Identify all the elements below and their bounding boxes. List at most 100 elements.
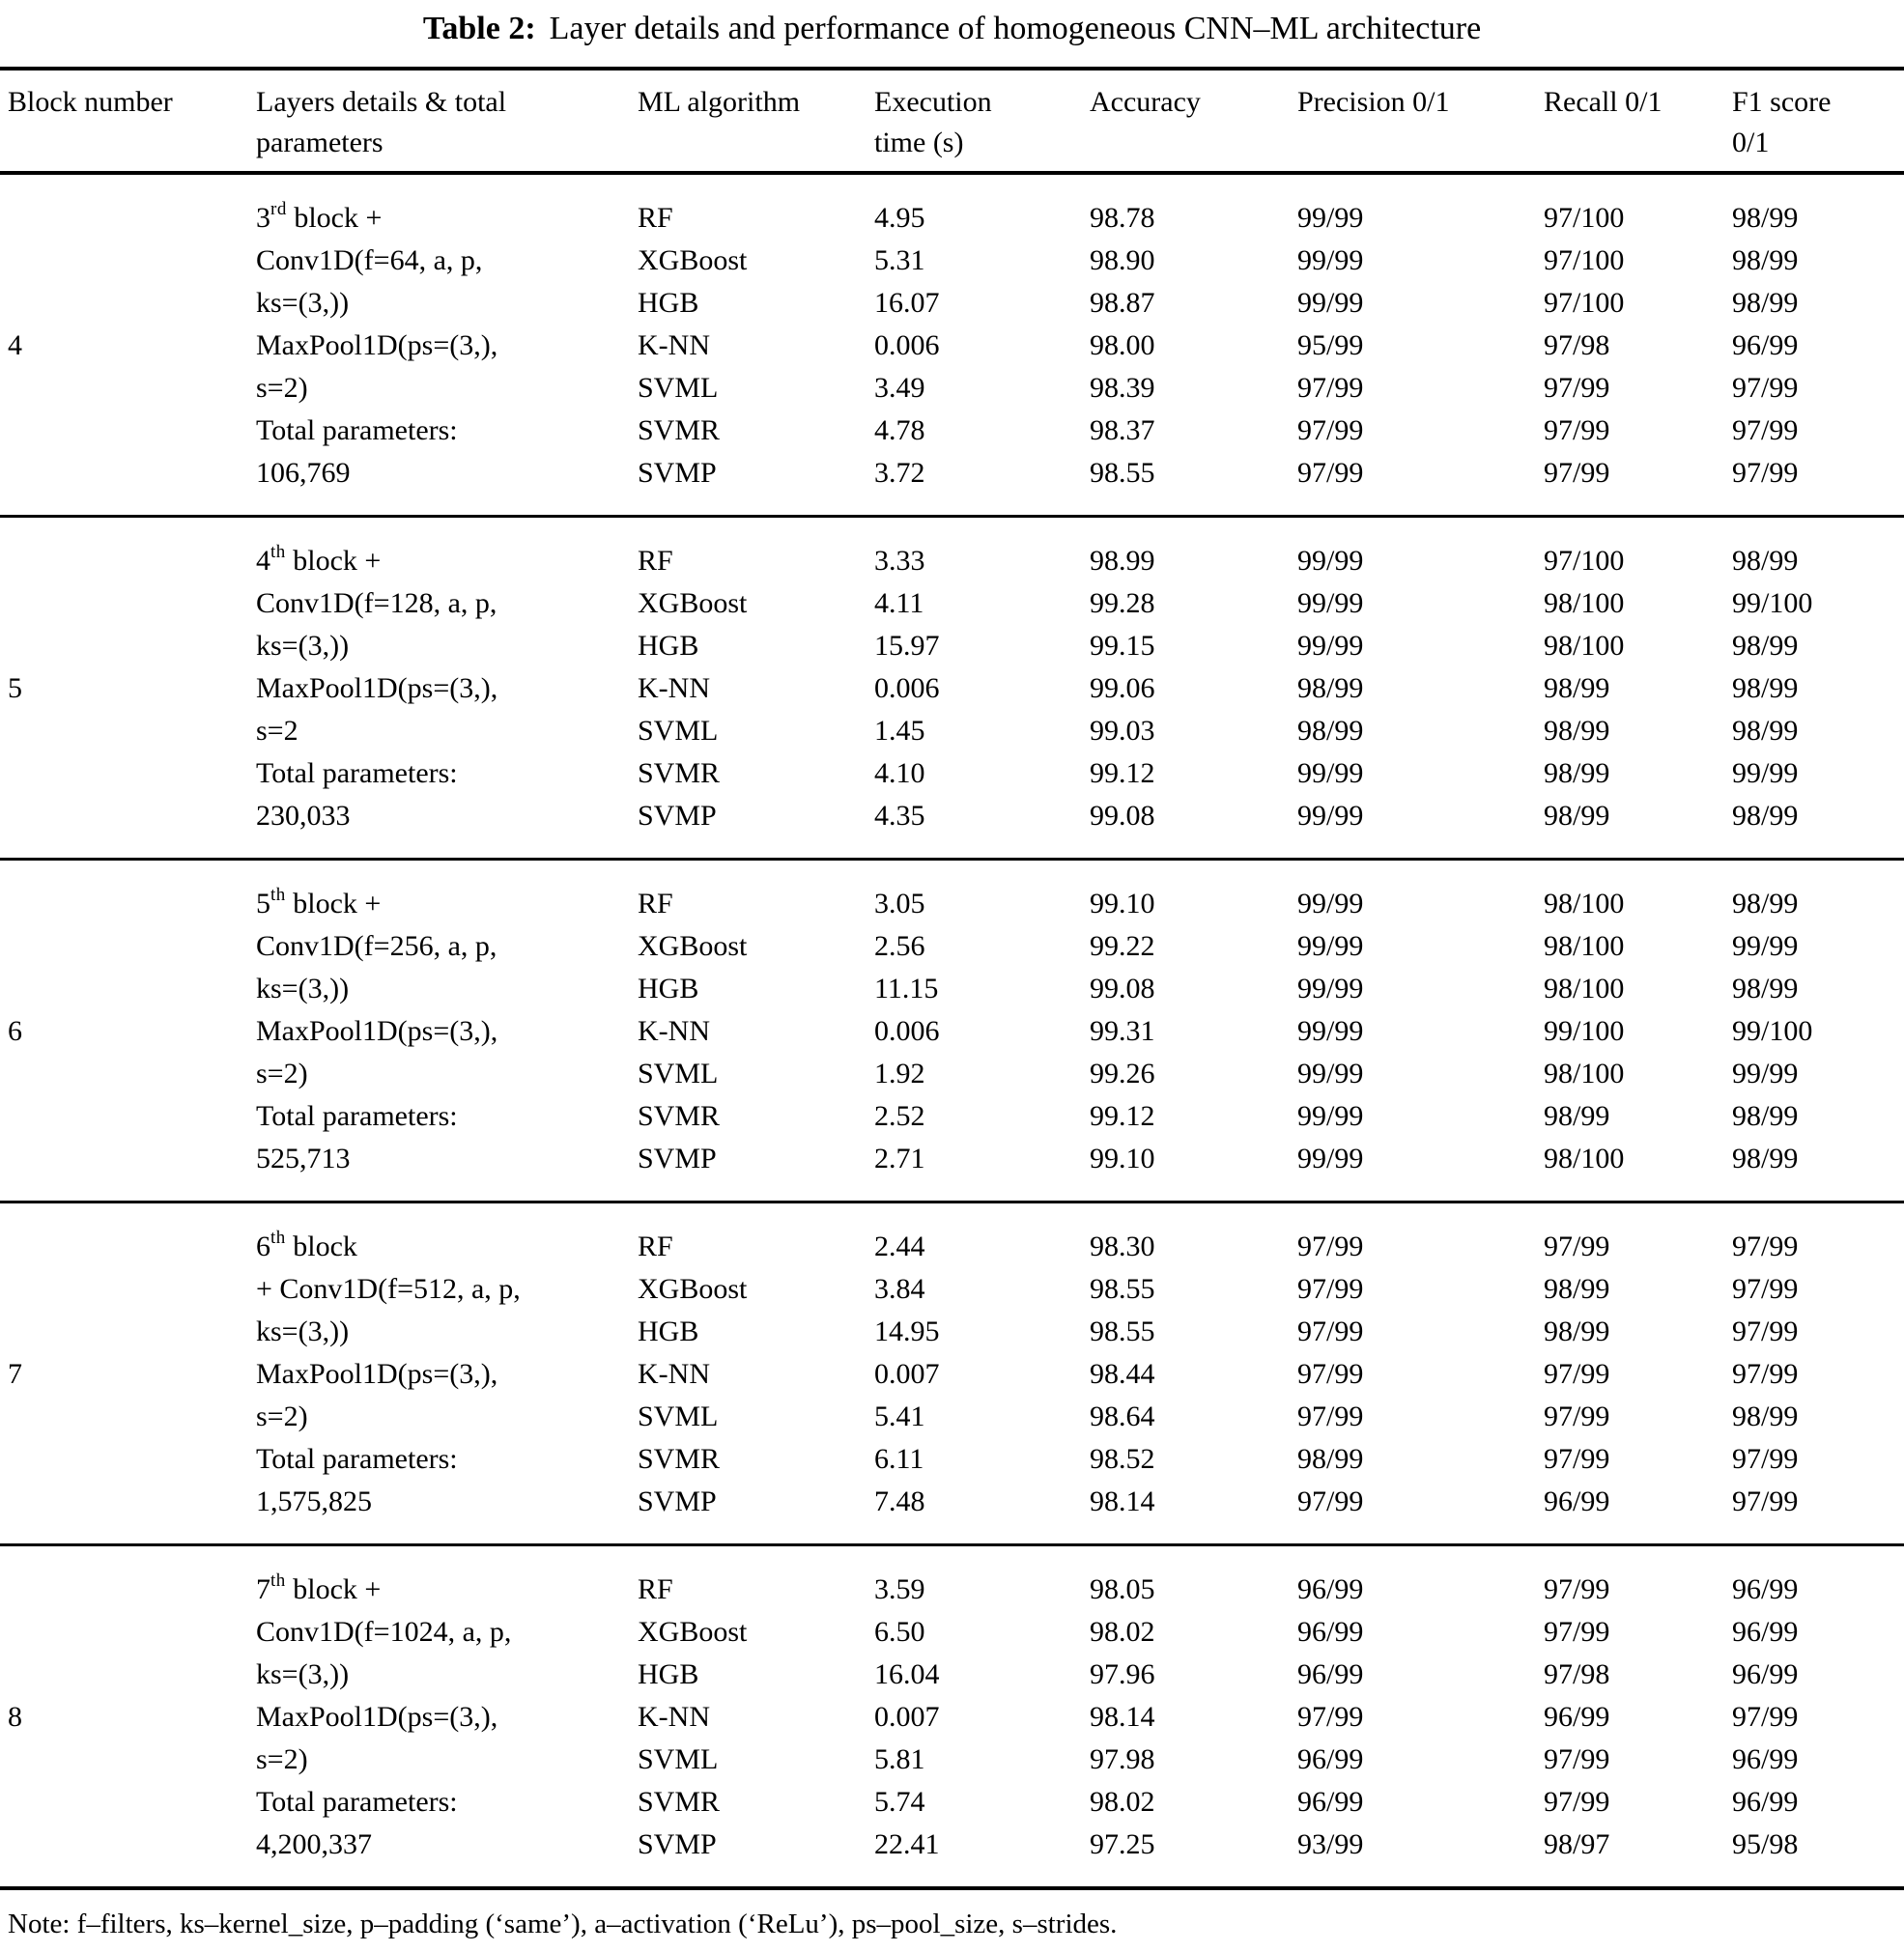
accuracy-cell: 98.90: [1090, 244, 1155, 276]
table-row: Total parameters: SVMR 4.78 98.37 97/99 97/99…: [0, 410, 1904, 452]
table-row: s=2) SVML 3.49 98.39 97/99 97/99 97/99: [0, 367, 1904, 410]
layers-detail-text: ks=(3,)): [256, 630, 350, 662]
accuracy-cell: 99.15: [1090, 630, 1155, 662]
execution-time-cell: 3.59: [874, 1573, 925, 1605]
recall-cell: 98/100: [1544, 1058, 1625, 1089]
layers-details-cell: Total parameters:: [248, 1438, 630, 1481]
layers-detail-text: Total parameters:: [256, 757, 458, 789]
execution-time-cell: 14.95: [874, 1315, 940, 1347]
accuracy-cell: 99.22: [1090, 930, 1155, 962]
table-row: + Conv1D(f=512, a, p, XGBoost 3.84 98.55 97/…: [0, 1268, 1904, 1311]
execution-time-cell: 2.71: [874, 1143, 925, 1174]
table-label: Table 2:: [422, 11, 536, 46]
execution-time-cell: 4.35: [874, 800, 925, 832]
layers-detail-text: ks=(3,)): [256, 1658, 350, 1690]
accuracy-cell: 99.03: [1090, 715, 1155, 747]
accuracy-cell: 98.14: [1090, 1701, 1155, 1733]
ordinal-suffix: rd: [270, 199, 287, 219]
layers-details-cell: Total parameters:: [248, 1095, 630, 1138]
precision-cell: 99/99: [1297, 1015, 1364, 1047]
block-number-cell: [0, 1268, 248, 1311]
precision-cell: 98/99: [1297, 1443, 1364, 1475]
f1-score-cell: 98/99: [1732, 287, 1799, 319]
block-number-cell: [0, 367, 248, 410]
block-number-cell: [0, 925, 248, 968]
accuracy-cell: 98.99: [1090, 545, 1155, 577]
table-row: ks=(3,)) HGB 14.95 98.55 97/99 98/99 97/99: [0, 1311, 1904, 1353]
ml-algorithm-cell: XGBoost: [638, 1616, 748, 1648]
table-row: Total parameters: SVMR 6.11 98.52 98/99 97/99…: [0, 1438, 1904, 1481]
f1-score-cell: 97/99: [1732, 1273, 1799, 1305]
recall-cell: 97/100: [1544, 287, 1625, 319]
layers-details-cell: 525,713: [248, 1138, 630, 1202]
f1-score-cell: 98/99: [1732, 244, 1799, 276]
f1-score-cell: 98/99: [1732, 202, 1799, 234]
accuracy-cell: 98.55: [1090, 1273, 1155, 1305]
execution-time-cell: 3.84: [874, 1273, 925, 1305]
recall-cell: 97/99: [1544, 414, 1610, 446]
ordinal-suffix: th: [270, 542, 286, 562]
execution-time-cell: 3.33: [874, 545, 925, 577]
f1-score-cell: 97/99: [1732, 1485, 1799, 1517]
layers-details-cell: s=2): [248, 1053, 630, 1095]
recall-cell: 97/100: [1544, 202, 1625, 234]
ml-algorithm-cell: HGB: [638, 973, 699, 1004]
f1-score-cell: 98/99: [1732, 715, 1799, 747]
execution-time-cell: 3.72: [874, 457, 925, 489]
precision-cell: 97/99: [1297, 1231, 1364, 1262]
table-row: 6 MaxPool1D(ps=(3,), K-NN 0.006 99.31 99/99 99…: [0, 1010, 1904, 1053]
layers-details-cell: Conv1D(f=256, a, p,: [248, 925, 630, 968]
recall-cell: 98/99: [1544, 1315, 1610, 1347]
accuracy-cell: 98.14: [1090, 1485, 1155, 1517]
column-header-line: Accuracy: [1090, 86, 1201, 118]
recall-cell: 97/99: [1544, 1743, 1610, 1775]
precision-cell: 99/99: [1297, 1058, 1364, 1089]
block-number-cell: [0, 1481, 248, 1545]
recall-cell: 97/99: [1544, 1231, 1610, 1262]
precision-cell: 99/99: [1297, 973, 1364, 1004]
block-number-cell: [0, 1654, 248, 1696]
recall-cell: 97/99: [1544, 1573, 1610, 1605]
recall-cell: 97/99: [1544, 1616, 1610, 1648]
column-header-line: Execution: [874, 86, 992, 118]
ordinal-suffix: th: [270, 1228, 286, 1248]
ml-algorithm-cell: XGBoost: [638, 930, 748, 962]
block-number-cell: [0, 968, 248, 1010]
layers-detail-text: MaxPool1D(ps=(3,),: [256, 1015, 498, 1047]
precision-cell: 99/99: [1297, 1143, 1364, 1174]
recall-cell: 97/99: [1544, 1400, 1610, 1432]
f1-score-cell: 98/99: [1732, 1143, 1799, 1174]
accuracy-cell: 99.08: [1090, 800, 1155, 832]
precision-cell: 99/99: [1297, 545, 1364, 577]
block-number-cell: 4: [0, 325, 248, 367]
execution-time-cell: 15.97: [874, 630, 940, 662]
layers-detail-text: 1,575,825: [256, 1485, 372, 1517]
layers-detail-text: Conv1D(f=1024, a, p,: [256, 1616, 512, 1648]
block-number: 4: [8, 329, 22, 361]
execution-time-cell: 0.006: [874, 1015, 940, 1047]
column-header-line: 0/1: [1732, 127, 1770, 158]
block-number-cell: [0, 452, 248, 517]
recall-cell: 97/98: [1544, 329, 1610, 361]
execution-time-cell: 4.95: [874, 202, 925, 234]
table-row: 5th block + RF 3.05 99.10 99/99 98/100 98/99: [0, 860, 1904, 926]
execution-time-cell: 4.10: [874, 757, 925, 789]
precision-cell: 99/99: [1297, 630, 1364, 662]
layers-details-cell: s=2: [248, 710, 630, 752]
f1-score-cell: 97/99: [1732, 457, 1799, 489]
f1-score-cell: 97/99: [1732, 1231, 1799, 1262]
recall-cell: 97/99: [1544, 1786, 1610, 1818]
layers-detail-text: MaxPool1D(ps=(3,),: [256, 1701, 498, 1733]
precision-cell: 99/99: [1297, 930, 1364, 962]
block-group-6: 5th block + RF 3.05 99.10 99/99 98/100 98/99 Co…: [0, 860, 1904, 1202]
execution-time-cell: 5.74: [874, 1786, 925, 1818]
layers-details-cell: 3rd block +: [248, 173, 630, 240]
ml-algorithm-cell: HGB: [638, 1315, 699, 1347]
layers-details-cell: ks=(3,)): [248, 1654, 630, 1696]
block-number: 6: [8, 1015, 22, 1047]
f1-score-cell: 97/99: [1732, 1443, 1799, 1475]
execution-time-cell: 5.31: [874, 244, 925, 276]
block-number-cell: [0, 1311, 248, 1353]
table-row: 4,200,337 SVMP 22.41 97.25 93/99 98/97 95/98: [0, 1824, 1904, 1888]
block-number-cell: [0, 1396, 248, 1438]
